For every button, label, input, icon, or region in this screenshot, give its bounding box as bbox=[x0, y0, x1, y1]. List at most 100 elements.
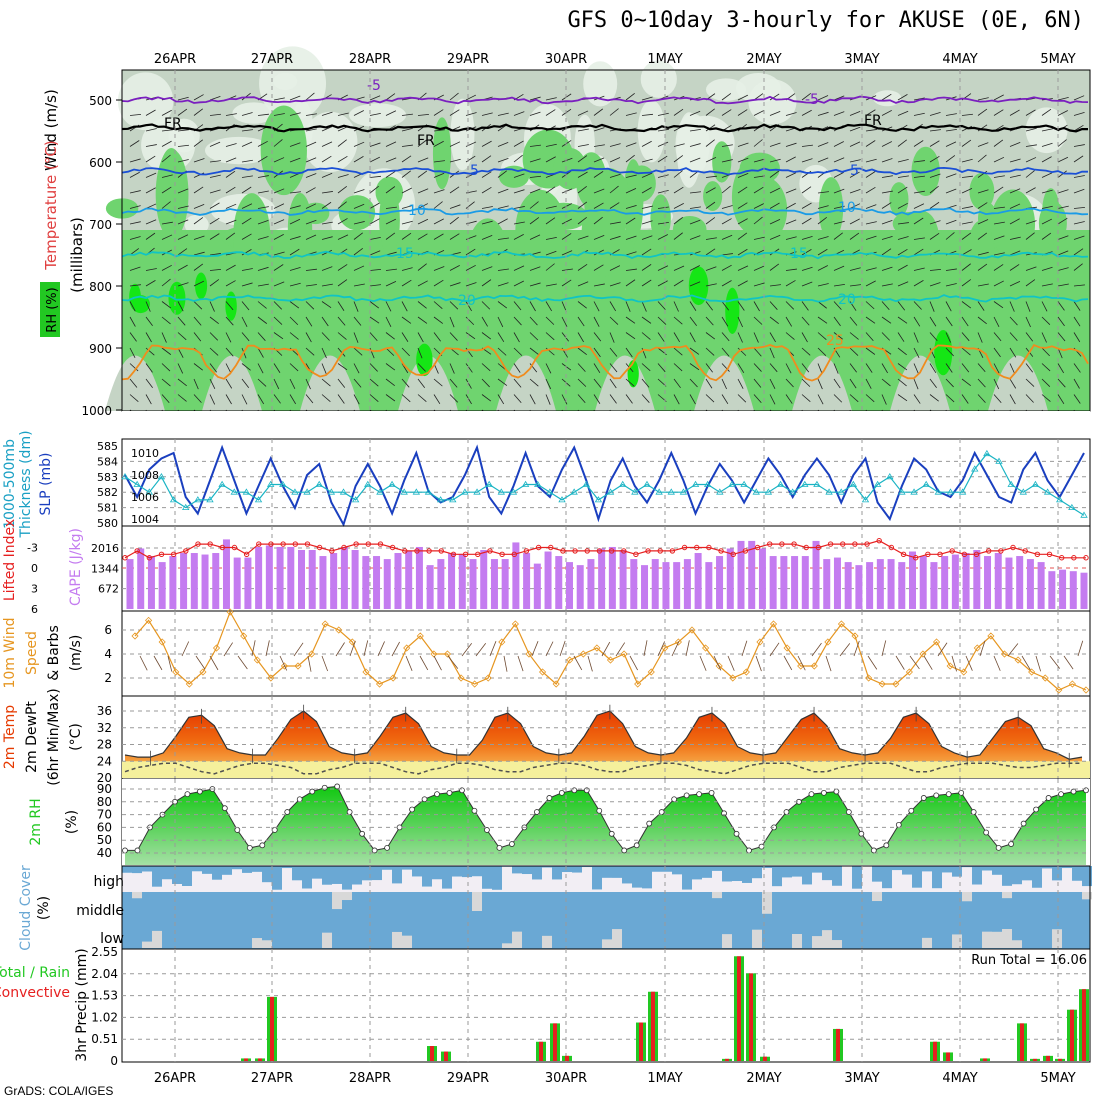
side-label-cloud: Cloud Cover bbox=[18, 865, 34, 951]
wind-barb bbox=[449, 186, 460, 194]
wind-barb bbox=[961, 263, 971, 271]
wind-barb bbox=[897, 139, 907, 147]
wind-barb bbox=[737, 157, 749, 163]
wind-barb bbox=[337, 332, 347, 340]
wind-barb bbox=[321, 394, 331, 402]
side-label-speed: Speed bbox=[24, 631, 40, 675]
slp-tick: 1010 bbox=[131, 447, 159, 460]
thickness-point bbox=[995, 457, 1003, 464]
wind-barb bbox=[273, 113, 285, 116]
precip-convective-bar bbox=[1082, 989, 1086, 1061]
wind-barb bbox=[577, 128, 589, 132]
wind-barb bbox=[923, 655, 933, 670]
wind-barb bbox=[129, 363, 139, 372]
wind-barb bbox=[257, 140, 268, 147]
wind-barb bbox=[289, 236, 301, 240]
cloud-high-bar bbox=[952, 866, 962, 877]
thickness-point bbox=[703, 480, 712, 487]
wind-barb bbox=[705, 394, 715, 403]
wind-barb bbox=[433, 378, 443, 387]
wind-barb bbox=[465, 363, 473, 373]
wind-barb bbox=[881, 236, 893, 240]
wind-barb bbox=[689, 219, 701, 225]
wind-barb bbox=[961, 175, 973, 178]
wind-barb bbox=[273, 157, 285, 163]
wind-barb bbox=[977, 363, 986, 373]
wind-barb bbox=[641, 248, 652, 256]
wind-barb bbox=[593, 316, 600, 327]
wind-barb bbox=[353, 378, 362, 388]
wind-barb bbox=[961, 232, 972, 240]
wind-barb bbox=[177, 378, 187, 387]
precip-convective-bar bbox=[737, 956, 741, 1061]
wind-barb bbox=[573, 655, 583, 671]
wind-speed-point bbox=[946, 662, 954, 670]
li-tick: -3 bbox=[27, 542, 38, 555]
wind-barb bbox=[177, 234, 189, 240]
cloud-high-bar bbox=[632, 866, 642, 888]
wind-barb bbox=[833, 157, 845, 163]
wind-barb bbox=[769, 363, 778, 373]
precip-convective-bar bbox=[1058, 1058, 1062, 1061]
wind-barb bbox=[305, 378, 311, 390]
cloud-high-bar bbox=[592, 866, 602, 890]
thickness-point bbox=[728, 480, 736, 487]
wind-barb bbox=[1041, 301, 1048, 312]
rh-tick: 90 bbox=[97, 782, 112, 796]
wind-barb bbox=[913, 301, 922, 310]
wind-barb bbox=[241, 249, 252, 256]
precip-tick: 2.55 bbox=[91, 945, 118, 959]
wind-barb bbox=[353, 347, 363, 356]
wind-barb bbox=[641, 378, 650, 388]
rh-point bbox=[196, 788, 203, 795]
wind-barb bbox=[401, 232, 412, 240]
wind-barb bbox=[1057, 347, 1063, 359]
cape-bar bbox=[887, 559, 895, 609]
wind-barb bbox=[321, 266, 333, 271]
cape-bar bbox=[373, 556, 381, 609]
wind-barb bbox=[209, 279, 220, 287]
pressure-tick-label: 600 bbox=[89, 156, 112, 170]
wind-barb bbox=[321, 236, 333, 240]
wind-speed-point bbox=[905, 668, 913, 676]
li-point bbox=[1022, 548, 1028, 554]
cloud-low-gap bbox=[322, 932, 332, 948]
rh-point bbox=[758, 843, 765, 850]
wind-barb bbox=[849, 189, 861, 194]
cape-bar bbox=[480, 549, 488, 609]
wind-barb bbox=[625, 251, 637, 256]
dewpoint-line bbox=[124, 762, 1082, 775]
rh-point bbox=[808, 791, 815, 798]
wind-barb bbox=[849, 171, 860, 178]
wind-barb bbox=[337, 363, 348, 371]
rh-dry-area bbox=[583, 61, 618, 107]
cape-bar bbox=[512, 542, 520, 609]
wind-barb bbox=[401, 316, 412, 324]
side-label-temperature: Temperature (°C) bbox=[42, 140, 60, 270]
rh-dry-area bbox=[676, 112, 702, 188]
thickness-point bbox=[934, 488, 943, 495]
rh-dry-area bbox=[232, 102, 275, 124]
cloud-high-bar bbox=[242, 866, 252, 873]
cape-bar bbox=[651, 559, 659, 609]
wind-barb bbox=[945, 283, 957, 287]
wind-barb bbox=[193, 280, 205, 287]
wind-barb bbox=[433, 279, 444, 287]
cape-bar bbox=[576, 565, 584, 609]
rh-point bbox=[284, 809, 291, 815]
cape-bar bbox=[1059, 569, 1067, 609]
wind-barb bbox=[817, 378, 823, 390]
wind-barb bbox=[225, 170, 236, 178]
thickness-point bbox=[169, 496, 178, 503]
wind-barb bbox=[465, 282, 477, 287]
wind-barb bbox=[897, 281, 909, 287]
wind-speed-point bbox=[973, 644, 981, 652]
wind-speed-point bbox=[851, 632, 859, 640]
wind-barb bbox=[577, 235, 589, 240]
wind-barb bbox=[225, 264, 236, 271]
precip-convective-bar bbox=[749, 973, 753, 1061]
cloud-high-bar bbox=[422, 866, 432, 887]
wind-barb bbox=[753, 186, 764, 194]
wind-barb bbox=[1009, 378, 1017, 389]
